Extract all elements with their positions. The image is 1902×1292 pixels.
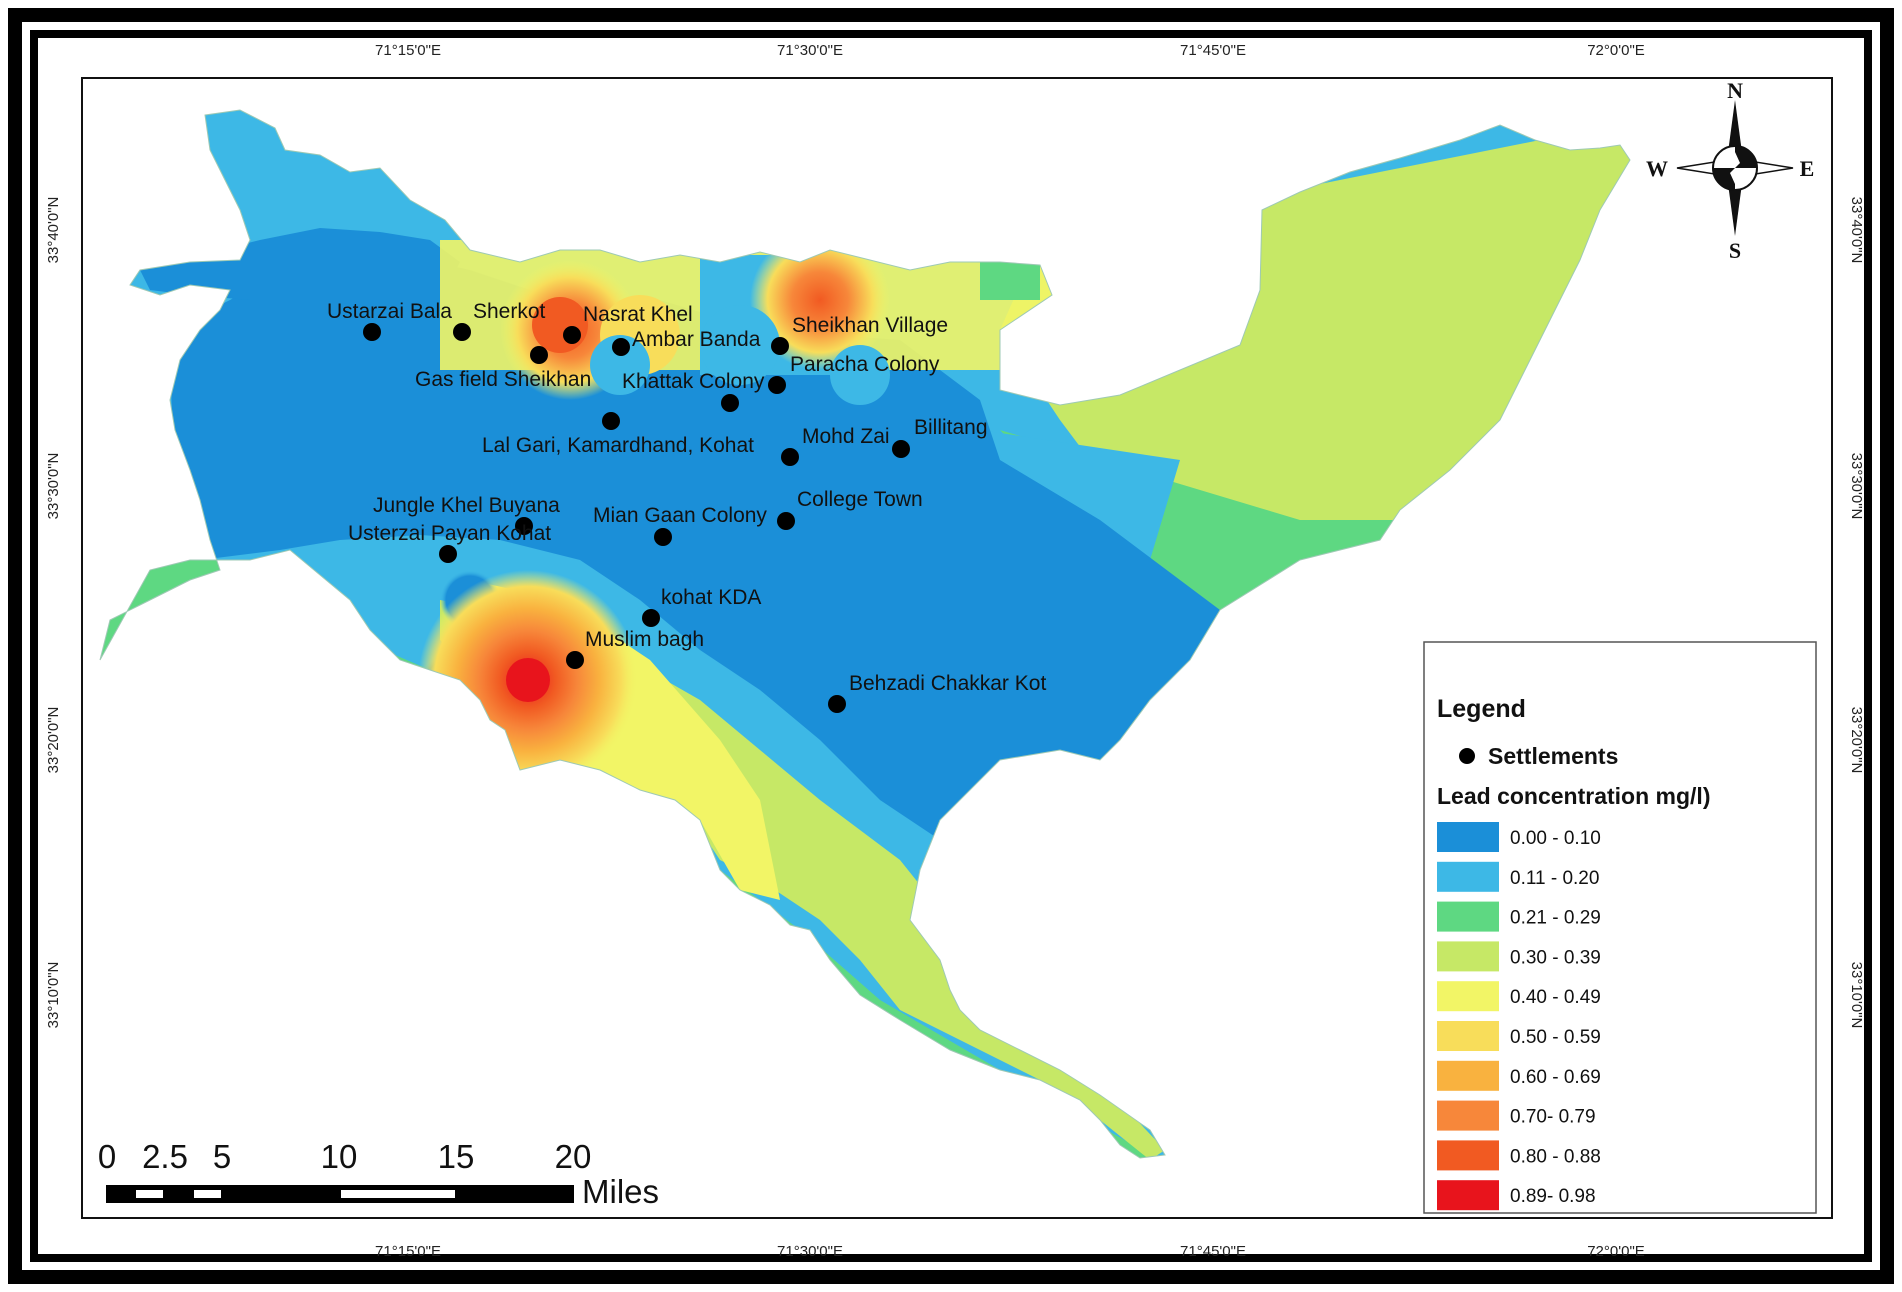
legend-class-label: 0.30 - 0.39 (1510, 947, 1601, 968)
bottom-lon-label: 72°0'0"E (1587, 1243, 1645, 1260)
settlement-marker[interactable] (777, 512, 795, 530)
settlement-marker[interactable] (771, 337, 789, 355)
legend-swatch (1437, 1140, 1499, 1171)
legend-settlements-label: Settlements (1488, 743, 1618, 769)
top-lon-label: 71°30'0"E (777, 42, 843, 59)
settlement-label: Billitang (914, 416, 988, 439)
left-lat-label: 33°20'0"N (45, 707, 62, 774)
left-lat-label: 33°10'0"N (45, 962, 62, 1029)
settlement-label: kohat KDA (661, 586, 761, 609)
settlement-marker[interactable] (363, 323, 381, 341)
legend-swatch (1437, 861, 1499, 892)
legend-class-label: 0.70- 0.79 (1510, 1107, 1596, 1128)
settlement-label: Nasrat Khel (583, 303, 693, 326)
legend-swatch (1437, 1100, 1499, 1131)
settlement-marker[interactable] (563, 326, 581, 344)
settlement-label: Mian Gaan Colony (593, 504, 767, 527)
right-lat-label: 33°40'0"N (1848, 197, 1865, 264)
legend-class-label: 0.89- 0.98 (1510, 1186, 1596, 1207)
settlement-marker[interactable] (892, 440, 910, 458)
settlement-marker[interactable] (828, 695, 846, 713)
settlement-label: Ambar Banda (632, 328, 761, 351)
legend-class-label: 0.21 - 0.29 (1510, 908, 1601, 929)
legend-swatch (1437, 1060, 1499, 1091)
legend-title: Legend (1437, 695, 1526, 723)
settlement-label: Jungle Khel Buyana (373, 494, 560, 517)
settlement-marker[interactable] (566, 651, 584, 669)
settlement-marker[interactable] (654, 528, 672, 546)
scale-unit: Miles (582, 1173, 659, 1210)
compass-icon: N S E W (1646, 78, 1814, 263)
settlement-label: Paracha Colony (790, 353, 940, 376)
settlement-marker[interactable] (453, 323, 471, 341)
legend-swatch (1437, 901, 1499, 932)
legend-class-label: 0.80 - 0.88 (1510, 1146, 1601, 1167)
settlement-marker[interactable] (768, 376, 786, 394)
legend-swatch (1437, 981, 1499, 1012)
settlement-labels: Ustarzai Bala Sherkot Nasrat Khel Ambar … (327, 300, 1046, 695)
scale-tick-label: 10 (321, 1138, 358, 1175)
legend-class-label: 0.00 - 0.10 (1510, 828, 1601, 849)
district-boundary (99, 109, 1631, 1159)
left-lat-label: 33°40'0"N (45, 197, 62, 264)
legend-settlement-symbol (1459, 748, 1475, 764)
graticule-labels: 71°15'0"E 71°30'0"E 71°45'0"E 72°0'0"E 7… (45, 42, 1865, 1260)
legend-swatch (1437, 822, 1499, 852)
settlement-label: Ustarzai Bala (327, 300, 452, 323)
bottom-lon-label: 71°30'0"E (777, 1243, 843, 1260)
legend-class-label: 0.11 - 0.20 (1510, 868, 1599, 889)
legend-concentration-title: Lead concentration mg/l) (1437, 783, 1710, 809)
legend-class-label: 0.40 - 0.49 (1510, 987, 1601, 1008)
scale-tick-label: 5 (213, 1138, 231, 1175)
settlement-label: Muslim bagh (585, 628, 704, 651)
scale-bar: 0 2.5 5 10 15 20 Miles (98, 1138, 659, 1210)
settlement-label: College Town (797, 488, 923, 511)
right-lat-label: 33°30'0"N (1848, 453, 1865, 520)
top-lon-label: 71°45'0"E (1180, 42, 1246, 59)
settlement-label: Sherkot (473, 300, 546, 323)
settlement-label: Gas field Sheikhan (415, 368, 591, 391)
right-lat-label: 33°10'0"N (1848, 962, 1865, 1029)
compass-west: W (1646, 156, 1668, 181)
scale-tick-label: 20 (555, 1138, 592, 1175)
legend-classes: 0.00 - 0.10 0.11 - 0.20 0.21 - 0.29 0.30 - … (1437, 822, 1601, 1211)
legend-swatch (1437, 1021, 1499, 1051)
settlement-marker[interactable] (642, 609, 660, 627)
compass-north: N (1727, 78, 1743, 103)
settlement-label: Usterzai Payan Kohat (348, 522, 551, 545)
legend-class-label: 0.50 - 0.59 (1510, 1027, 1601, 1048)
compass-south: S (1729, 238, 1741, 263)
settlement-marker[interactable] (781, 448, 799, 466)
settlement-label: Behzadi Chakkar Kot (849, 672, 1046, 695)
settlement-marker[interactable] (515, 517, 533, 535)
settlement-label: Sheikhan Village (792, 314, 948, 337)
bottom-lon-label: 71°45'0"E (1180, 1243, 1246, 1260)
legend-swatch (1437, 941, 1499, 972)
settlement-marker[interactable] (530, 346, 548, 364)
scale-tick-label: 2.5 (142, 1138, 188, 1175)
settlement-marker[interactable] (721, 394, 739, 412)
settlement-label: Mohd Zai (802, 425, 890, 448)
top-lon-label: 72°0'0"E (1587, 42, 1645, 59)
settlements-layer (363, 323, 910, 713)
legend: Legend Settlements Lead concentration mg… (1423, 641, 1817, 1214)
right-lat-label: 33°20'0"N (1848, 707, 1865, 774)
bottom-lon-label: 71°15'0"E (375, 1243, 441, 1260)
settlement-marker[interactable] (439, 545, 457, 563)
legend-swatch (1437, 1180, 1499, 1211)
legend-class-label: 0.60 - 0.69 (1510, 1067, 1601, 1088)
top-lon-label: 71°15'0"E (375, 42, 441, 59)
settlement-marker[interactable] (612, 338, 630, 356)
compass-east: E (1800, 156, 1815, 181)
settlement-label: Lal Gari, Kamardhand, Kohat (482, 434, 754, 457)
scale-tick-label: 0 (98, 1138, 116, 1175)
scale-tick-label: 15 (438, 1138, 475, 1175)
settlement-marker[interactable] (602, 412, 620, 430)
settlement-label: Khattak Colony (622, 370, 765, 393)
left-lat-label: 33°30'0"N (45, 453, 62, 520)
